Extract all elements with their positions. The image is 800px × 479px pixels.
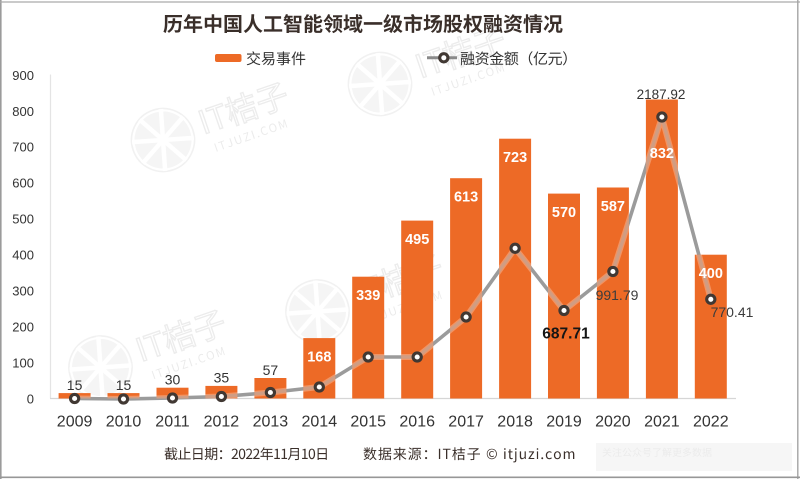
svg-text:2009: 2009	[57, 414, 93, 431]
svg-text:2017: 2017	[448, 414, 484, 431]
svg-text:15: 15	[67, 377, 83, 393]
svg-text:400: 400	[699, 266, 723, 282]
svg-text:30: 30	[165, 372, 181, 388]
svg-text:2016: 2016	[399, 414, 435, 431]
svg-text:900: 900	[12, 68, 34, 83]
svg-text:2021: 2021	[644, 414, 680, 431]
svg-text:587: 587	[601, 199, 625, 215]
svg-text:35: 35	[214, 370, 230, 386]
svg-text:2019: 2019	[546, 414, 582, 431]
svg-text:832: 832	[650, 146, 674, 162]
svg-text:100: 100	[12, 355, 34, 370]
svg-text:613: 613	[454, 190, 478, 206]
svg-text:2020: 2020	[595, 414, 631, 431]
svg-text:800: 800	[12, 104, 34, 119]
svg-text:400: 400	[12, 248, 34, 263]
svg-text:2187.92: 2187.92	[637, 87, 686, 102]
svg-text:339: 339	[356, 288, 380, 304]
svg-text:2018: 2018	[497, 414, 533, 431]
svg-text:2014: 2014	[302, 414, 338, 431]
svg-text:770.41: 770.41	[711, 304, 754, 320]
svg-text:2010: 2010	[106, 414, 142, 431]
svg-text:495: 495	[405, 232, 429, 248]
svg-text:0: 0	[27, 391, 34, 406]
svg-text:2011: 2011	[155, 414, 190, 431]
svg-text:500: 500	[12, 212, 34, 227]
svg-text:600: 600	[12, 176, 34, 191]
svg-text:2022: 2022	[693, 414, 729, 431]
svg-text:687.71: 687.71	[542, 326, 590, 343]
svg-text:2012: 2012	[204, 414, 240, 431]
svg-text:200: 200	[12, 319, 34, 334]
svg-text:57: 57	[263, 362, 279, 378]
svg-text:300: 300	[12, 284, 34, 299]
svg-text:168: 168	[307, 349, 331, 365]
svg-text:991.79: 991.79	[596, 287, 639, 303]
svg-text:2013: 2013	[253, 414, 289, 431]
svg-text:570: 570	[552, 205, 576, 221]
svg-text:700: 700	[12, 140, 34, 155]
svg-text:723: 723	[503, 150, 527, 166]
svg-text:15: 15	[116, 377, 132, 393]
svg-text:2015: 2015	[350, 414, 386, 431]
